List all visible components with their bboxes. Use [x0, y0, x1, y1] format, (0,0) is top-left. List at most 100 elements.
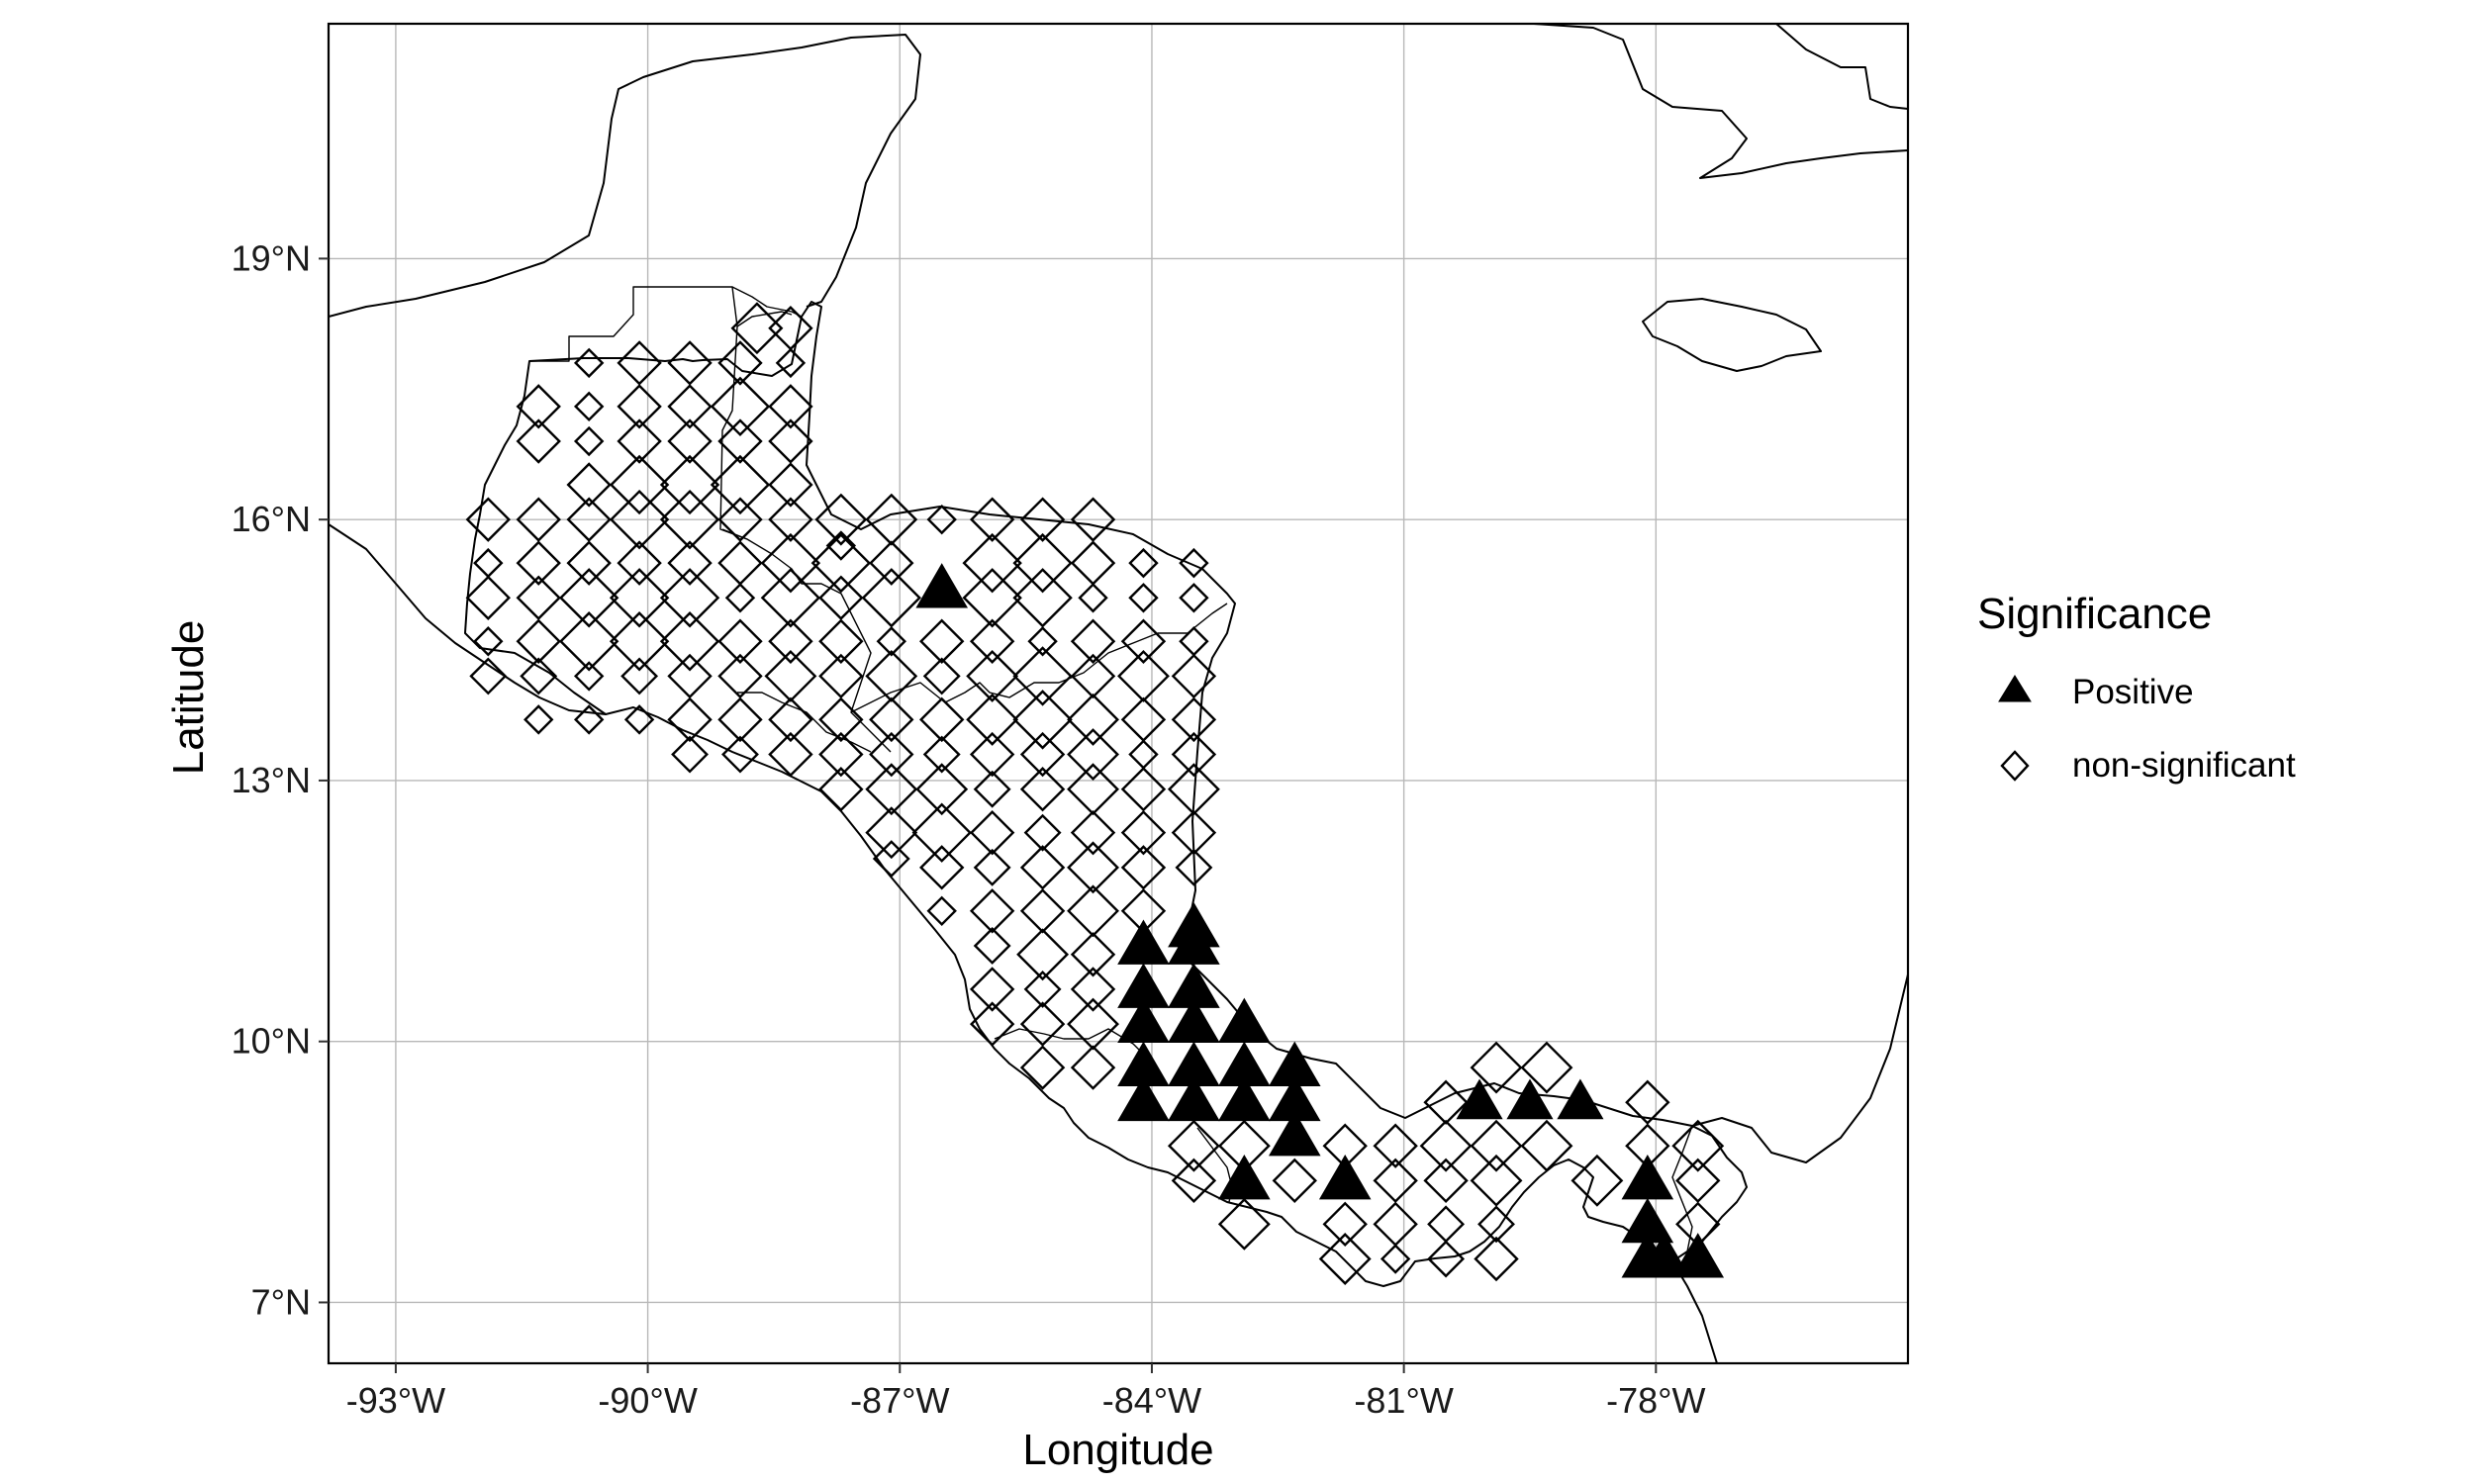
nonsignificant-point: [966, 649, 1019, 702]
nonsignificant-point: [1167, 763, 1220, 816]
nonsignificant-point: [1373, 1123, 1418, 1168]
x-tick-label: -90°W: [598, 1380, 697, 1421]
nonsignificant-point: [1078, 583, 1108, 613]
legend-label-nonsignificant: non-significant: [2072, 746, 2296, 785]
nonsignificant-point: [1012, 646, 1073, 706]
nonsignificant-point: [1520, 1119, 1573, 1172]
markers: [465, 302, 1725, 1285]
nonsignificant-point: [617, 540, 662, 586]
nonsignificant-point: [1067, 693, 1119, 746]
nonsignificant-point: [1179, 547, 1209, 579]
nonsignificant-point: [969, 809, 1015, 856]
nonsignificant-point: [818, 575, 864, 620]
nonsignificant-point: [1171, 1158, 1217, 1204]
nonsignificant-point: [915, 763, 969, 816]
nonsignificant-point: [1023, 813, 1062, 852]
nonsignificant-point: [1423, 1079, 1469, 1125]
nonsignificant-point: [825, 530, 857, 561]
nonsignificant-point: [1120, 767, 1167, 812]
nonsignificant-point: [869, 731, 914, 778]
positive-point: [1557, 1078, 1604, 1120]
nonsignificant-point: [919, 845, 965, 890]
nonsignificant-point: [710, 376, 771, 437]
nonsignificant-point: [659, 489, 720, 550]
nonsignificant-point: [1019, 767, 1066, 812]
nonsignificant-point: [1477, 1205, 1515, 1244]
nonsignificant-point: [869, 540, 914, 586]
nonsignificant-point: [1120, 809, 1167, 856]
nonsignificant-point: [768, 731, 813, 778]
nonsignificant-point: [573, 347, 605, 379]
nonsignificant-point: [1019, 1001, 1066, 1047]
nonsignificant-point: [1179, 583, 1209, 613]
nonsignificant-point: [667, 540, 713, 586]
nonsignificant-point: [1019, 731, 1066, 778]
grid: [329, 24, 1908, 1363]
nonsignificant-point: [667, 418, 713, 464]
nonsignificant-point: [872, 840, 910, 878]
nonsignificant-point: [573, 391, 605, 422]
nonsignificant-point: [516, 540, 561, 586]
nonsignificant-point: [1120, 618, 1167, 664]
nonsignificant-point: [609, 454, 670, 515]
positive-point: [1506, 1078, 1554, 1120]
nonsignificant-point: [1070, 932, 1116, 977]
nonsignificant-point: [869, 696, 914, 743]
nonsignificant-point: [1070, 809, 1116, 856]
nonsignificant-point: [1671, 1119, 1725, 1172]
legend-title: Significance: [1977, 590, 2212, 638]
nonsignificant-point: [810, 532, 872, 594]
nonsignificant-point: [1012, 690, 1073, 750]
nonsignificant-point: [1470, 1041, 1523, 1094]
nonsignificant-point: [558, 611, 619, 672]
nonsignificant-point: [717, 653, 763, 699]
nonsignificant-point: [730, 302, 784, 355]
nonsignificant-point: [814, 493, 868, 546]
y-tick-label: 7°N: [251, 1281, 311, 1322]
nonsignificant-point: [573, 425, 605, 457]
nonsignificant-point: [768, 696, 813, 743]
nonsignificant-point: [1070, 653, 1116, 699]
nonsignificant-point: [818, 618, 864, 664]
nonsignificant-point: [1318, 1233, 1372, 1285]
nonsignificant-point: [724, 583, 756, 613]
coastline-cuba: [1533, 24, 1908, 179]
nonsignificant-point: [1625, 1079, 1670, 1125]
border-honduras-nicaragua: [850, 603, 1228, 713]
coastline-colombia: [1691, 974, 1908, 1163]
nonsignificant-point: [1128, 583, 1159, 613]
positive-point: [1318, 1154, 1372, 1200]
nonsignificant-point: [1012, 532, 1073, 594]
nonsignificant-point: [566, 540, 612, 586]
nonsignificant-point: [617, 340, 662, 386]
nonsignificant-point: [973, 927, 1011, 965]
nonsignificant-point: [617, 418, 662, 464]
nonsignificant-point: [516, 384, 561, 429]
nonsignificant-point: [1023, 970, 1062, 1008]
x-axis-title: Longitude: [1022, 1426, 1213, 1474]
nonsignificant-point: [1067, 997, 1119, 1051]
positive-point: [1117, 1075, 1170, 1122]
y-tick-label: 19°N: [232, 237, 311, 278]
nonsignificant-point: [919, 696, 965, 743]
nonsignificant-point: [962, 532, 1022, 594]
nonsignificant-point: [717, 340, 763, 386]
nonsignificant-point: [1067, 841, 1119, 894]
nonsignificant-point: [1470, 1119, 1523, 1172]
nonsignificant-point: [1070, 618, 1116, 664]
x-tick-label: -93°W: [346, 1380, 445, 1421]
x-tick-label: -84°W: [1102, 1380, 1201, 1421]
nonsignificant-point: [609, 568, 670, 628]
axis-ticks: -93°W -90°W -87°W -84°W -81°W -78°W 7°N 10°N 13°…: [232, 237, 1706, 1421]
y-axis-title: Latitude: [164, 620, 213, 776]
x-tick-label: -87°W: [850, 1380, 949, 1421]
nonsignificant-point: [969, 1001, 1015, 1047]
nonsignificant-point: [469, 657, 508, 696]
nonsignificant-point: [768, 497, 813, 542]
nonsignificant-point: [1322, 1201, 1368, 1248]
legend-positive-triangle-icon: [1998, 675, 2032, 702]
nonsignificant-point: [1019, 1045, 1066, 1090]
nonsignificant-point: [922, 735, 961, 774]
nonsignificant-point: [1570, 1154, 1624, 1207]
